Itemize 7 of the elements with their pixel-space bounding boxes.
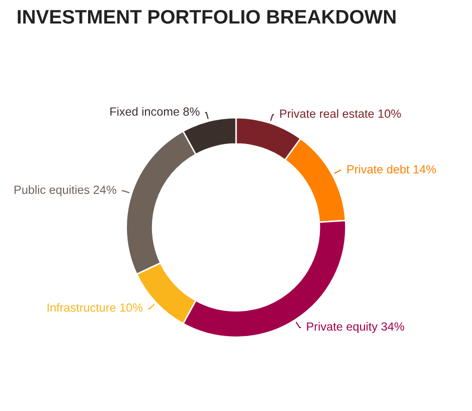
slice-label: Infrastructure 10% [48, 303, 143, 312]
slice-label: Private equity 34% [307, 322, 404, 334]
slice-label: Public equities 24% [14, 185, 116, 196]
slice-label: Fixed income 8% [110, 107, 200, 116]
slice-label: Private real estate 10% [280, 109, 401, 118]
slice-label: Private debt 14% [347, 164, 436, 174]
chart-title: INVESTMENT PORTFOLIO BREAKDOWN [18, 10, 396, 24]
